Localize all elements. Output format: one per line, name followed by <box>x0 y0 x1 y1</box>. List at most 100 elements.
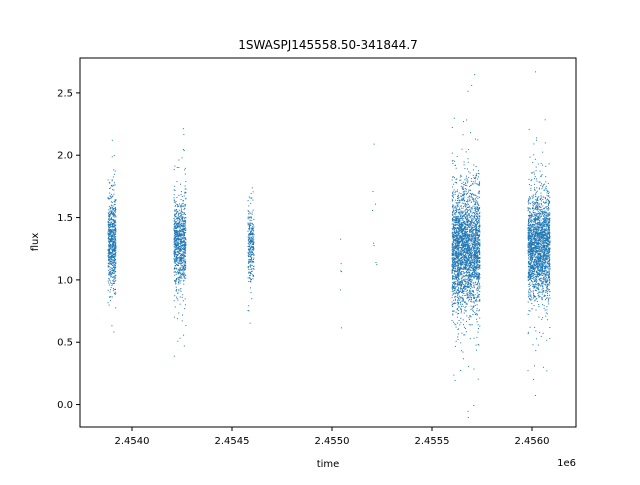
data-point <box>477 203 479 205</box>
data-point <box>111 213 113 215</box>
data-point <box>456 242 458 244</box>
data-point <box>248 261 250 263</box>
data-point <box>470 180 472 182</box>
data-point <box>479 245 481 247</box>
data-point <box>453 272 455 274</box>
data-point <box>249 224 251 226</box>
data-point <box>465 217 467 219</box>
data-point <box>111 245 113 247</box>
data-point <box>467 224 469 226</box>
data-point <box>537 229 539 231</box>
data-point <box>467 211 468 213</box>
data-point <box>477 331 479 333</box>
data-point <box>113 278 115 280</box>
data-point <box>458 291 460 293</box>
data-point <box>463 334 465 336</box>
data-point <box>476 260 478 262</box>
data-point <box>457 290 459 292</box>
data-point <box>455 217 457 219</box>
data-point <box>252 228 254 230</box>
data-point <box>466 269 468 271</box>
data-point <box>250 292 252 294</box>
data-point <box>457 237 459 239</box>
data-point <box>454 345 456 347</box>
data-point <box>470 216 472 217</box>
data-point <box>110 221 112 223</box>
data-point <box>180 213 182 215</box>
data-point <box>462 225 464 227</box>
data-point <box>478 234 480 236</box>
data-point <box>464 256 466 258</box>
data-point <box>466 238 468 240</box>
data-point <box>247 266 249 268</box>
data-point <box>451 192 453 194</box>
data-point <box>463 292 465 294</box>
data-point <box>184 225 186 227</box>
data-point <box>473 248 475 250</box>
data-point <box>462 298 464 300</box>
data-point <box>458 312 460 314</box>
data-point <box>462 195 464 197</box>
data-point <box>112 243 114 245</box>
data-point <box>466 281 468 283</box>
data-point <box>469 246 471 248</box>
data-point <box>108 250 110 252</box>
data-point <box>475 224 477 226</box>
data-point <box>469 262 471 264</box>
data-point <box>179 239 181 241</box>
data-point <box>176 196 178 198</box>
data-point <box>177 205 179 207</box>
data-point <box>108 272 110 274</box>
data-point <box>253 235 255 237</box>
data-point <box>464 275 466 277</box>
data-point <box>475 238 477 240</box>
data-point <box>111 246 113 248</box>
data-point <box>476 264 478 266</box>
data-point <box>249 241 251 243</box>
data-point <box>452 160 454 162</box>
data-point <box>477 216 479 218</box>
data-point <box>468 282 470 284</box>
data-point <box>458 328 460 330</box>
data-point <box>247 210 249 212</box>
data-point <box>455 182 457 184</box>
data-point <box>473 368 475 370</box>
data-point <box>185 198 187 200</box>
data-point <box>462 291 464 293</box>
data-point <box>454 282 456 284</box>
data-point <box>251 211 253 213</box>
data-point <box>460 267 462 269</box>
data-point <box>454 281 456 283</box>
data-point <box>112 265 114 267</box>
data-point <box>476 226 478 228</box>
data-point <box>461 309 462 311</box>
data-point <box>479 242 481 244</box>
data-point <box>472 310 474 312</box>
data-point <box>453 257 455 259</box>
data-point <box>114 235 116 237</box>
data-point <box>456 253 458 255</box>
data-point <box>250 227 252 229</box>
data-point <box>185 261 187 263</box>
data-point <box>465 234 467 236</box>
data-point <box>458 212 460 214</box>
data-point <box>540 209 542 211</box>
data-point <box>109 242 111 244</box>
data-point <box>471 324 473 326</box>
data-point <box>180 230 182 231</box>
data-point <box>476 216 478 218</box>
data-point <box>112 255 114 256</box>
data-point <box>182 271 184 273</box>
data-point <box>181 228 183 230</box>
data-point <box>250 241 252 243</box>
data-point <box>466 119 468 121</box>
data-point <box>460 265 462 267</box>
data-point <box>453 260 455 262</box>
data-point <box>454 299 456 301</box>
data-point <box>473 235 475 237</box>
data-point <box>107 237 109 239</box>
data-point <box>461 213 463 215</box>
data-point <box>253 243 254 245</box>
data-point <box>111 233 113 235</box>
data-point <box>173 226 175 228</box>
